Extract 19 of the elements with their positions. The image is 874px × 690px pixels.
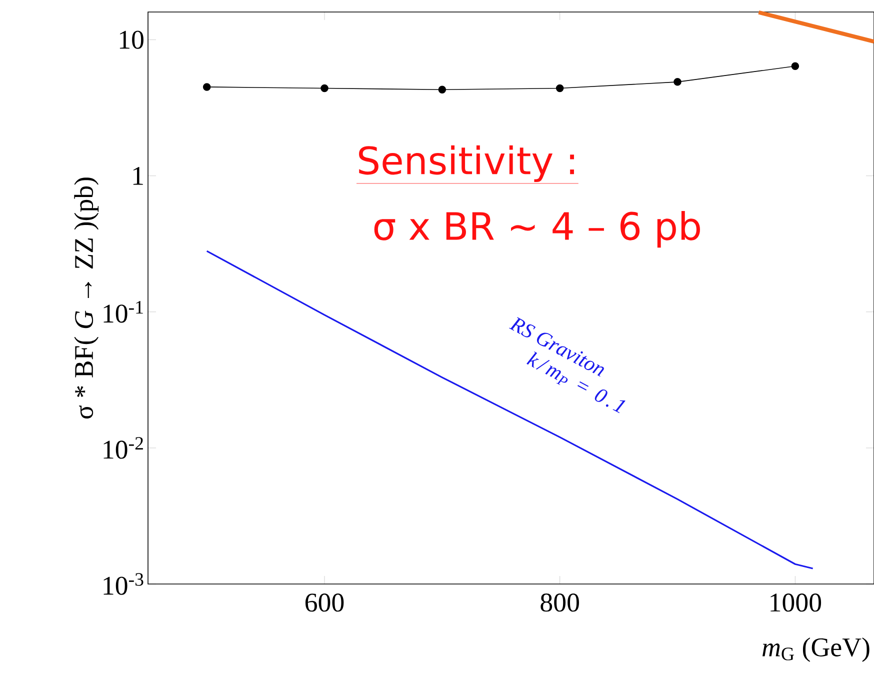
- point: [556, 84, 564, 92]
- y-tick-label: 1: [133, 166, 143, 185]
- point: [791, 62, 800, 70]
- point: [202, 83, 211, 91]
- point: [320, 84, 328, 92]
- point: [438, 86, 446, 94]
- x-tick-label: 800: [540, 594, 579, 612]
- x-axis-title: m$_{G}$ (GeV): [762, 638, 870, 662]
- annotation: Sensitivity :: [359, 145, 574, 182]
- y-tick-label: 10: [120, 30, 144, 49]
- x-tick-label: 600: [305, 594, 344, 612]
- y-tick-label: 10$^{-2}$: [104, 437, 143, 459]
- annotation: σ x BR ~ 4 – 6 pb: [374, 211, 700, 248]
- point: [674, 78, 682, 86]
- x-tick-label: 1000: [770, 594, 822, 612]
- y-axis-title: σ * BF( G → ZZ )(pb): [74, 178, 99, 419]
- y-tick-label: 10$^{-3}$: [104, 573, 144, 595]
- line-series: [206, 250, 814, 570]
- y-tick-label: 10$^{-1}$: [104, 301, 143, 323]
